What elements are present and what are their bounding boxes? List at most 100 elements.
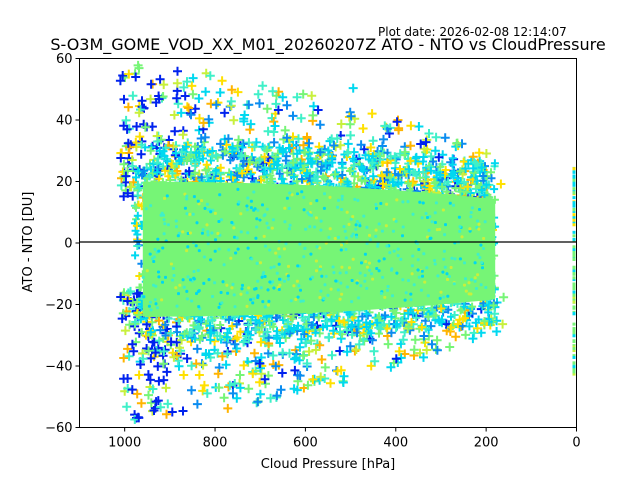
scatter-point — [219, 218, 223, 222]
scatter-point — [298, 242, 302, 246]
scatter-point — [469, 215, 473, 219]
scatter-point — [181, 230, 185, 234]
scatter-point — [426, 235, 429, 239]
scatter-point — [119, 94, 129, 104]
scatter-point — [180, 329, 189, 338]
scatter-point — [379, 291, 383, 295]
scatter-point — [136, 360, 145, 369]
scatter-point — [239, 292, 243, 296]
scatter-point — [134, 63, 144, 73]
scatter-point — [381, 275, 385, 279]
scatter-point — [437, 318, 446, 327]
scatter-point — [416, 139, 426, 149]
scatter-point — [148, 252, 152, 256]
scatter-point — [437, 304, 446, 313]
scatter-point — [331, 170, 340, 179]
scatter-point — [478, 256, 482, 260]
scatter-point — [289, 173, 298, 181]
scatter-point — [119, 191, 129, 201]
scatter-point — [216, 232, 220, 235]
scatter-point — [374, 203, 378, 206]
scatter-point — [128, 161, 137, 171]
scatter-point — [572, 332, 576, 336]
scatter-point — [263, 126, 273, 136]
scatter-point — [318, 296, 322, 299]
scatter-point — [572, 344, 576, 348]
scatter-point — [322, 317, 331, 326]
scatter-point — [315, 199, 319, 203]
scatter-point — [373, 318, 382, 327]
scatter-point — [228, 144, 237, 153]
scatter-point — [275, 338, 285, 348]
scatter-point — [392, 217, 396, 221]
scatter-point — [166, 223, 170, 227]
scatter-point — [189, 278, 192, 282]
scatter-point — [240, 110, 250, 120]
scatter-point — [284, 317, 293, 326]
scatter-point — [460, 178, 469, 187]
scatter-point — [342, 225, 346, 229]
scatter-point — [302, 132, 312, 142]
y-tick-label: −40 — [45, 360, 72, 375]
scatter-point — [169, 110, 179, 120]
scatter-point — [433, 262, 437, 266]
scatter-point — [422, 252, 426, 256]
scatter-point — [203, 206, 207, 210]
scatter-point — [232, 320, 241, 329]
scatter-point — [464, 289, 468, 293]
scatter-point — [191, 212, 195, 216]
scatter-point — [302, 208, 306, 212]
scatter-point — [572, 355, 576, 359]
scatter-point — [498, 319, 508, 329]
scatter-point — [304, 138, 314, 148]
scatter-point — [572, 334, 576, 338]
scatter-point — [263, 327, 272, 336]
scatter-point — [191, 142, 199, 151]
scatter-point — [572, 372, 576, 376]
scatter-point — [175, 304, 179, 308]
scatter-point — [220, 301, 224, 305]
scatter-point — [309, 213, 313, 217]
scatter-point — [236, 247, 240, 251]
scatter-point — [289, 299, 293, 303]
scatter-point — [161, 246, 165, 250]
scatter-point — [246, 196, 250, 200]
scatter-point — [132, 122, 142, 131]
scatter-point — [409, 292, 413, 296]
scatter-point — [382, 168, 391, 177]
scatter-point — [268, 248, 272, 252]
scatter-point — [213, 249, 217, 253]
scatter-point — [233, 235, 236, 239]
scatter-point — [404, 179, 413, 188]
scatter-point — [192, 148, 201, 157]
scatter-point — [132, 389, 142, 399]
scatter-point — [572, 367, 576, 371]
x-tick-label: 400 — [383, 436, 408, 451]
scatter-point — [452, 282, 456, 286]
scatter-point — [146, 353, 156, 363]
scatter-point — [351, 232, 355, 236]
scatter-point — [117, 314, 127, 324]
scatter-point — [430, 146, 440, 156]
scatter-point — [273, 313, 282, 322]
scatter-point — [263, 305, 267, 309]
scatter-point — [137, 96, 147, 106]
scatter-point — [269, 322, 278, 331]
scatter-point — [477, 227, 481, 231]
scatter-point — [427, 228, 431, 232]
scatter-point — [412, 283, 416, 287]
scatter-point — [398, 335, 408, 345]
scatter-point — [458, 257, 462, 261]
scatter-point — [309, 252, 313, 256]
scatter-point — [375, 267, 379, 270]
scatter-point — [421, 274, 424, 278]
scatter-point — [477, 186, 486, 194]
scatter-point — [128, 91, 138, 101]
scatter-point — [473, 279, 477, 283]
scatter-point — [277, 368, 287, 378]
scatter-point — [298, 325, 307, 334]
scatter-point — [136, 398, 146, 408]
x-axis-label: Cloud Pressure [hPa] — [261, 457, 396, 472]
scatter-point — [468, 302, 477, 311]
scatter-point — [278, 255, 282, 259]
